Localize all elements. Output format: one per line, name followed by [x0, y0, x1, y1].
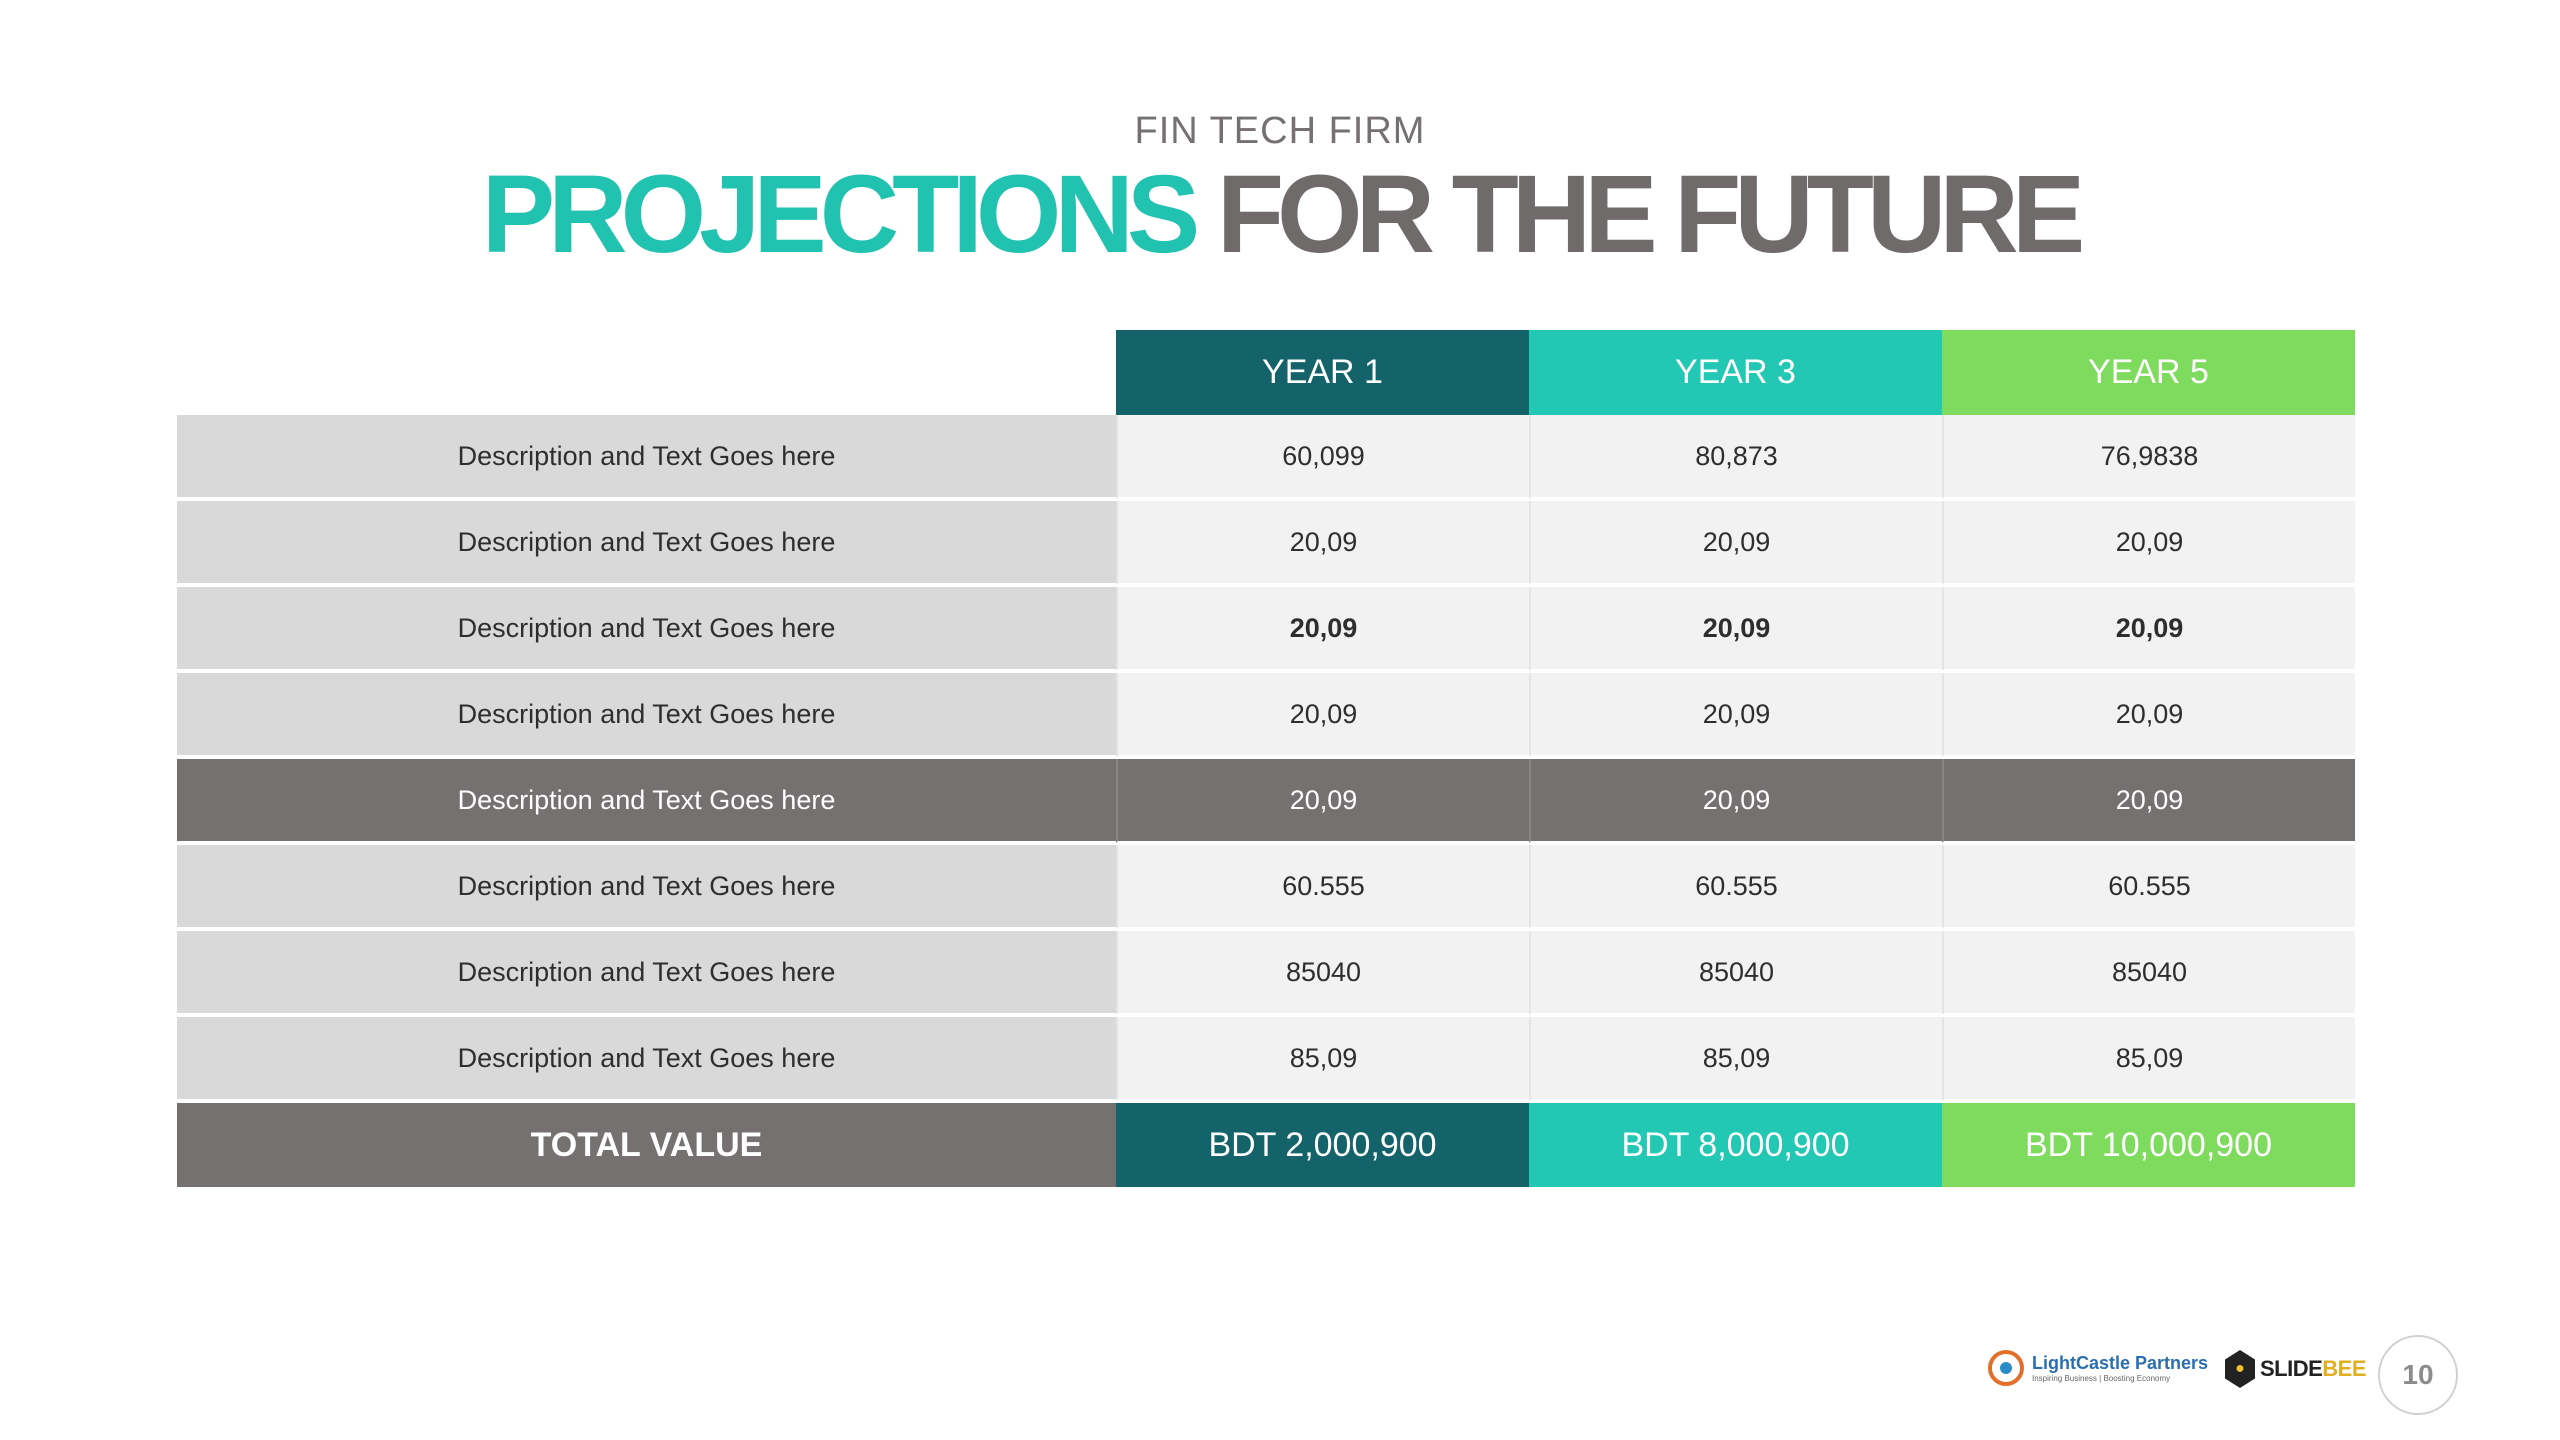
row-value-year5: 20,09 — [1942, 587, 2355, 671]
row-description: Description and Text Goes here — [177, 501, 1116, 585]
row-value-year1: 85,09 — [1116, 1017, 1529, 1101]
row-value-year1: 20,09 — [1116, 501, 1529, 585]
row-value-year3: 60.555 — [1529, 845, 1942, 929]
bee-icon: ● — [2225, 1350, 2255, 1388]
table-row-highlighted: Description and Text Goes here 20,09 20,… — [177, 759, 2355, 843]
row-value-year5: 60.555 — [1942, 845, 2355, 929]
row-value-year3: 20,09 — [1529, 759, 1942, 843]
lightcastle-logo: LightCastle Partners Inspiring Business … — [1988, 1350, 2208, 1386]
row-description: Description and Text Goes here — [177, 1017, 1116, 1101]
row-description: Description and Text Goes here — [177, 759, 1116, 843]
row-value-year5: 76,9838 — [1942, 415, 2355, 499]
table-row: Description and Text Goes here 85,09 85,… — [177, 1017, 2355, 1101]
table-row: Description and Text Goes here 20,09 20,… — [177, 501, 2355, 585]
column-header-year5: YEAR 5 — [1942, 330, 2355, 415]
row-value-year1: 85040 — [1116, 931, 1529, 1015]
total-value-year1: BDT 2,000,900 — [1116, 1103, 1529, 1187]
row-description: Description and Text Goes here — [177, 587, 1116, 671]
total-label: TOTAL VALUE — [177, 1103, 1116, 1187]
row-value-year5: 20,09 — [1942, 673, 2355, 757]
row-value-year1: 20,09 — [1116, 673, 1529, 757]
slide-subtitle: FIN TECH FIRM — [1134, 110, 1426, 152]
row-value-year3: 80,873 — [1529, 415, 1942, 499]
page-number: 10 — [2378, 1335, 2458, 1415]
row-value-year1: 20,09 — [1116, 587, 1529, 671]
row-value-year3: 85,09 — [1529, 1017, 1942, 1101]
row-value-year3: 20,09 — [1529, 501, 1942, 585]
row-value-year5: 20,09 — [1942, 759, 2355, 843]
slidebee-logo: ● SLIDEBEE — [2225, 1350, 2367, 1388]
row-value-year3: 20,09 — [1529, 587, 1942, 671]
row-value-year5: 20,09 — [1942, 501, 2355, 585]
row-value-year5: 85,09 — [1942, 1017, 2355, 1101]
slide-title: PROJECTIONS FOR THE FUTURE — [0, 150, 2560, 280]
row-value-year5: 85040 — [1942, 931, 2355, 1015]
lightcastle-icon — [1988, 1350, 2024, 1386]
column-header-year1: YEAR 1 — [1116, 330, 1529, 415]
row-value-year1: 20,09 — [1116, 759, 1529, 843]
table-row: Description and Text Goes here 60.555 60… — [177, 845, 2355, 929]
row-description: Description and Text Goes here — [177, 931, 1116, 1015]
slidebee-name-a: SLIDE — [2260, 1356, 2323, 1381]
slidebee-name-b: BEE — [2322, 1356, 2367, 1381]
title-accent: PROJECTIONS — [481, 153, 1200, 276]
column-header-year3: YEAR 3 — [1529, 330, 1942, 415]
row-value-year3: 20,09 — [1529, 673, 1942, 757]
row-description: Description and Text Goes here — [177, 673, 1116, 757]
table-row: Description and Text Goes here 85040 850… — [177, 931, 2355, 1015]
lightcastle-name: LightCastle Partners — [2032, 1352, 2209, 1373]
total-row: TOTAL VALUE BDT 2,000,900 BDT 8,000,900 … — [177, 1103, 2355, 1187]
total-value-year3: BDT 8,000,900 — [1529, 1103, 1942, 1187]
row-value-year1: 60,099 — [1116, 415, 1529, 499]
title-rest: FOR THE FUTURE — [1216, 153, 2085, 276]
row-value-year1: 60.555 — [1116, 845, 1529, 929]
table-row: Description and Text Goes here 20,09 20,… — [177, 673, 2355, 757]
lightcastle-tagline: Inspiring Business | Boosting Economy — [2032, 1373, 2171, 1383]
row-description: Description and Text Goes here — [177, 845, 1116, 929]
row-value-year3: 85040 — [1529, 931, 1942, 1015]
table-row: Description and Text Goes here 20,09 20,… — [177, 587, 2355, 671]
row-description: Description and Text Goes here — [177, 415, 1116, 499]
table-row: Description and Text Goes here 60,099 80… — [177, 415, 2355, 499]
total-value-year5: BDT 10,000,900 — [1942, 1103, 2355, 1187]
